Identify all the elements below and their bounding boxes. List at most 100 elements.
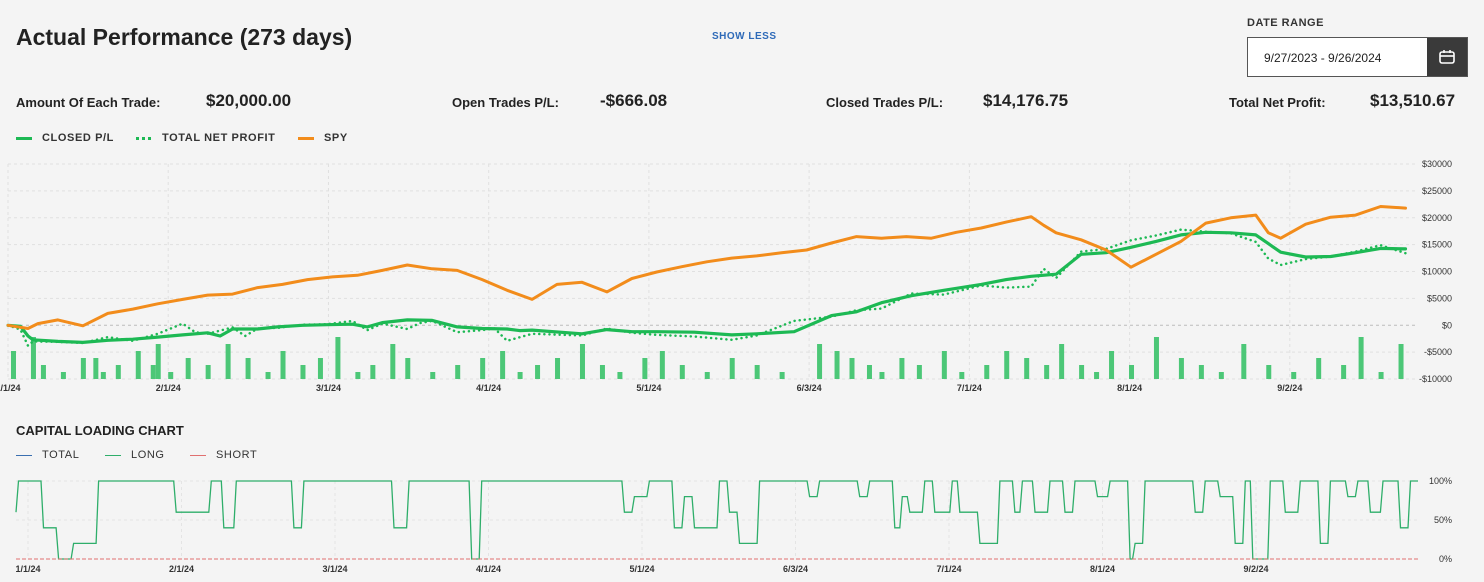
x-tick-label: 4/1/24 bbox=[476, 564, 501, 574]
trade-bar bbox=[1153, 337, 1159, 379]
trade-bar bbox=[80, 358, 86, 379]
date-range-label: DATE RANGE bbox=[1247, 17, 1324, 29]
x-tick-label: 8/1/24 bbox=[1090, 564, 1115, 574]
trade-bar bbox=[1341, 365, 1347, 379]
legend-long-label: LONG bbox=[131, 449, 165, 461]
x-tick-label: 9/2/24 bbox=[1277, 383, 1302, 393]
trade-bar bbox=[1109, 351, 1115, 379]
x-tick-label: 1/1/24 bbox=[15, 564, 40, 574]
spy-series-line bbox=[6, 205, 1407, 330]
y-tick-label: $10000 bbox=[1422, 267, 1452, 277]
trade-bar bbox=[817, 344, 823, 379]
show-less-link[interactable]: SHOW LESS bbox=[712, 31, 777, 42]
trade-bar bbox=[834, 351, 840, 379]
trade-bar bbox=[1218, 372, 1224, 379]
x-tick-label: 8/1/24 bbox=[1117, 383, 1142, 393]
trade-bar bbox=[1241, 344, 1247, 379]
trade-bar bbox=[30, 337, 36, 379]
trade-bar bbox=[265, 372, 271, 379]
trade-bar bbox=[599, 365, 605, 379]
trade-bar bbox=[659, 351, 665, 379]
trade-bar bbox=[729, 358, 735, 379]
trade-bar bbox=[225, 344, 231, 379]
open-pl-label: Open Trades P/L: bbox=[452, 95, 559, 110]
legend-long[interactable]: LONG bbox=[105, 449, 165, 461]
closed-pl-label: Closed Trades P/L: bbox=[826, 95, 944, 110]
trade-bar bbox=[579, 344, 585, 379]
calendar-icon bbox=[1439, 50, 1455, 64]
trade-bar bbox=[1358, 337, 1364, 379]
capital-chart-title: CAPITAL LOADING CHART bbox=[16, 423, 184, 438]
trade-bar bbox=[1316, 358, 1322, 379]
trade-bar bbox=[1044, 365, 1050, 379]
trade-bar bbox=[1178, 358, 1184, 379]
trade-bar bbox=[245, 358, 251, 379]
trade-bar bbox=[405, 358, 411, 379]
legend-closed-pl[interactable]: CLOSED P/L bbox=[16, 132, 114, 144]
trade-bar bbox=[430, 372, 436, 379]
trade-bar bbox=[1059, 344, 1065, 379]
y-tick-label: 100% bbox=[1429, 476, 1452, 486]
trade-bar bbox=[317, 358, 323, 379]
trade-bar bbox=[1024, 358, 1030, 379]
trade-bar bbox=[679, 365, 685, 379]
trade-bar bbox=[355, 372, 361, 379]
calendar-button[interactable] bbox=[1427, 38, 1467, 76]
x-tick-label: 3/1/24 bbox=[322, 564, 347, 574]
trade-bar bbox=[480, 358, 486, 379]
legend-total-net-profit-label: TOTAL NET PROFIT bbox=[162, 132, 276, 144]
legend-short-label: SHORT bbox=[216, 449, 258, 461]
trade-bar bbox=[779, 372, 785, 379]
net-profit-series-line bbox=[6, 228, 1407, 347]
trade-bar bbox=[754, 365, 760, 379]
legend-spy[interactable]: SPY bbox=[298, 132, 348, 144]
x-tick-label: 6/3/24 bbox=[797, 383, 822, 393]
y-tick-label: 0% bbox=[1439, 554, 1452, 564]
x-tick-label: 2/1/24 bbox=[169, 564, 194, 574]
trade-bar bbox=[185, 358, 191, 379]
trade-bar bbox=[959, 372, 965, 379]
trade-bar bbox=[1004, 351, 1010, 379]
trade-bar bbox=[1266, 365, 1272, 379]
trade-bar bbox=[60, 372, 66, 379]
trade-bar bbox=[150, 365, 156, 379]
legend-total[interactable]: TOTAL bbox=[16, 449, 79, 461]
y-tick-label: 50% bbox=[1434, 515, 1452, 525]
x-tick-label: 5/1/24 bbox=[636, 383, 661, 393]
trade-bar bbox=[879, 372, 885, 379]
x-tick-label: 2/1/24 bbox=[156, 383, 181, 393]
net-profit-value: $13,510.67 bbox=[1370, 91, 1456, 110]
y-tick-label: $20000 bbox=[1422, 213, 1452, 223]
trade-bar bbox=[866, 365, 872, 379]
trade-bar bbox=[100, 372, 106, 379]
y-tick-label: $30000 bbox=[1422, 159, 1452, 169]
date-range-picker[interactable]: 9/27/2023 - 9/26/2024 bbox=[1247, 37, 1468, 77]
trade-bar bbox=[155, 344, 161, 379]
trade-bar bbox=[115, 365, 121, 379]
capital-loading-chart: 100% 50% 0% 1/1/24 2/1/24 3/1/24 4/1/24 5/1/24 6… bbox=[15, 476, 1452, 574]
trade-bar bbox=[335, 337, 341, 379]
trade-bar bbox=[1398, 344, 1404, 379]
trade-bar bbox=[390, 344, 396, 379]
trade-bar bbox=[517, 372, 523, 379]
trade-bar bbox=[535, 365, 541, 379]
open-pl-value: -$666.08 bbox=[600, 91, 668, 110]
trade-bar bbox=[205, 365, 211, 379]
trade-bar bbox=[941, 351, 947, 379]
trade-bar bbox=[916, 365, 922, 379]
date-range-value[interactable]: 9/27/2023 - 9/26/2024 bbox=[1264, 51, 1382, 65]
page-title: Actual Performance (273 days) bbox=[16, 24, 353, 50]
trade-bar bbox=[300, 365, 306, 379]
x-tick-label: 9/2/24 bbox=[1243, 564, 1268, 574]
trade-bar bbox=[1198, 365, 1204, 379]
trade-bar bbox=[617, 372, 623, 379]
trade-bar bbox=[1079, 365, 1085, 379]
legend-total-net-profit[interactable]: TOTAL NET PROFIT bbox=[136, 132, 276, 144]
trade-bar bbox=[168, 372, 174, 379]
legend-short[interactable]: SHORT bbox=[190, 449, 257, 461]
y-tick-label: $0 bbox=[1442, 320, 1452, 330]
legend-total-label: TOTAL bbox=[42, 449, 80, 461]
trade-bar bbox=[1129, 365, 1135, 379]
net-profit-label: Total Net Profit: bbox=[1229, 95, 1326, 110]
trade-bar bbox=[500, 351, 506, 379]
